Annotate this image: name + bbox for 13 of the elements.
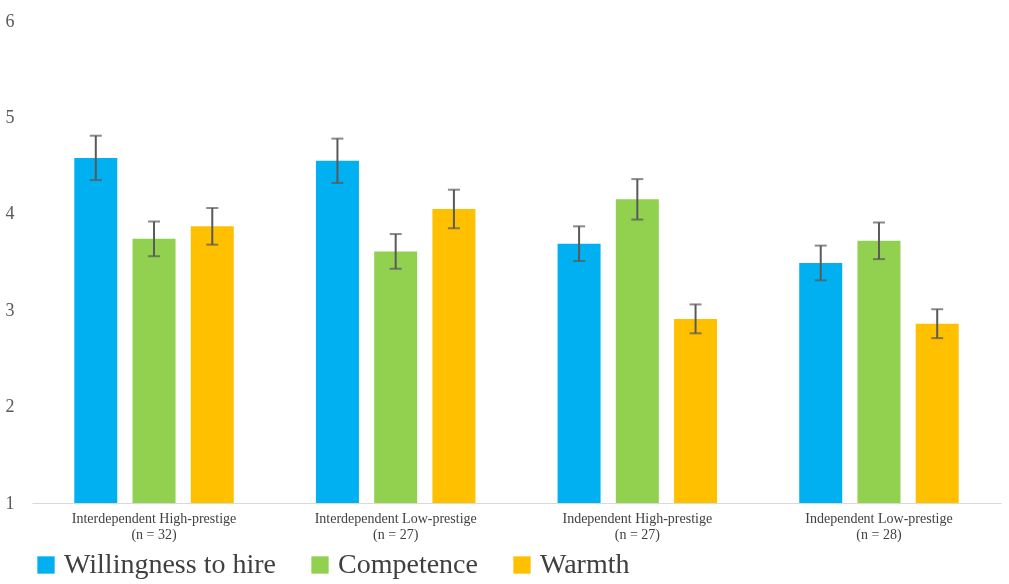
y-tick-label: 2 <box>5 396 15 417</box>
y-tick-label: 3 <box>5 299 15 320</box>
x-tick-label: Independent Low-prestige (n = 28) <box>805 510 953 543</box>
x-tick-label: Interdependent High-prestige (n = 32) <box>71 510 237 543</box>
x-tick-label: Interdependent Low-prestige (n = 27) <box>314 510 477 543</box>
y-tick-label: 5 <box>5 106 15 127</box>
legend-label: Competence <box>338 548 478 579</box>
y-tick-label: 6 <box>5 10 15 31</box>
y-tick-label: 4 <box>5 203 15 224</box>
legend-label: Warmth <box>540 548 630 579</box>
y-tick-label: 1 <box>5 492 15 513</box>
x-tick-label: Independent High-prestige (n = 27) <box>562 510 713 543</box>
legend-label: Willingness to hire <box>64 548 276 579</box>
